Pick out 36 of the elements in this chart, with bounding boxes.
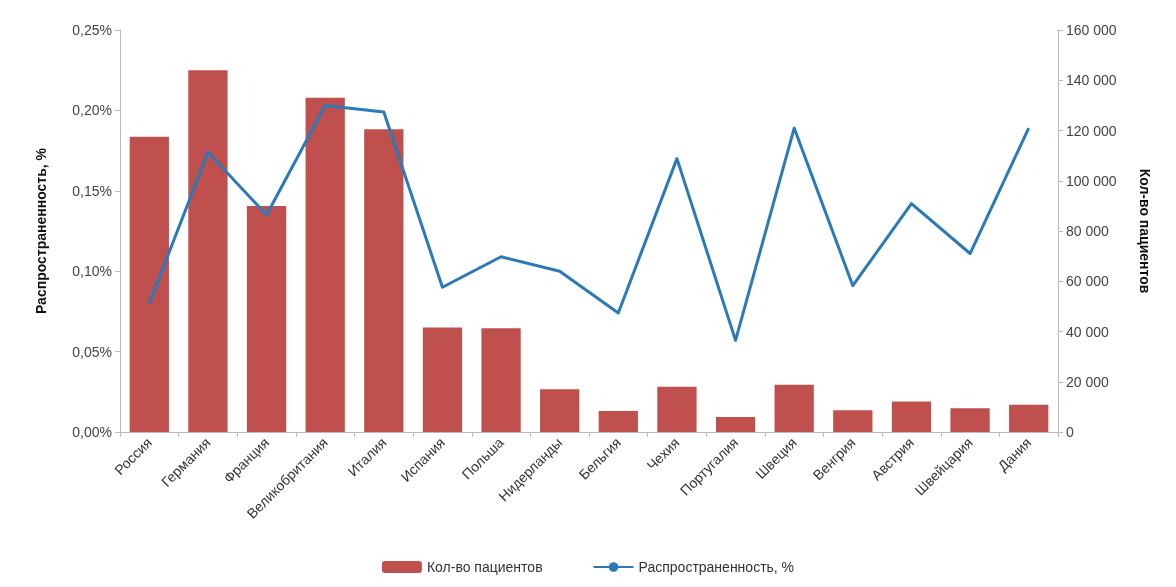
bar xyxy=(422,327,463,432)
y2-tick-label: 160 000 xyxy=(1066,22,1117,38)
bar xyxy=(364,129,404,432)
y2-tick-label: 60 000 xyxy=(1066,273,1110,290)
y2-tick-label: 40 000 xyxy=(1066,323,1110,340)
bar xyxy=(129,136,169,432)
y2-tick-label: 0 xyxy=(1066,424,1074,440)
bar xyxy=(481,328,521,432)
y2-tick-label: 100 000 xyxy=(1066,172,1117,189)
y-tick-label: 0,25% xyxy=(72,22,112,38)
bar xyxy=(246,205,287,432)
bar xyxy=(950,408,990,432)
y-tick-label: 0,00% xyxy=(72,424,112,440)
y2-tick-label: 120 000 xyxy=(1066,122,1117,139)
bar xyxy=(891,401,932,432)
bar xyxy=(305,97,345,432)
y-tick-label: 0,20% xyxy=(72,102,112,119)
bar xyxy=(540,389,580,432)
line-series xyxy=(147,104,1031,342)
bar xyxy=(598,410,638,432)
bar xyxy=(715,416,756,432)
legend-label: Кол-во пациентов xyxy=(426,559,543,575)
legend-label: Распространенность, % xyxy=(638,559,795,575)
y-tick-label: 0,10% xyxy=(72,263,112,280)
y2-tick-label: 140 000 xyxy=(1066,72,1117,89)
y2-axis-title: Кол-во пациентов xyxy=(1137,168,1153,294)
bar xyxy=(188,70,228,432)
bar xyxy=(774,384,814,432)
bar xyxy=(1009,404,1049,432)
y2-tick-label: 20 000 xyxy=(1066,373,1110,390)
y-axis-title: Распространенность, % xyxy=(33,147,49,315)
bar xyxy=(833,410,873,432)
y-tick-label: 0,05% xyxy=(72,343,112,360)
y2-tick-label: 80 000 xyxy=(1066,223,1110,239)
bar xyxy=(657,386,697,432)
y-tick-label: 0,15% xyxy=(72,182,112,199)
